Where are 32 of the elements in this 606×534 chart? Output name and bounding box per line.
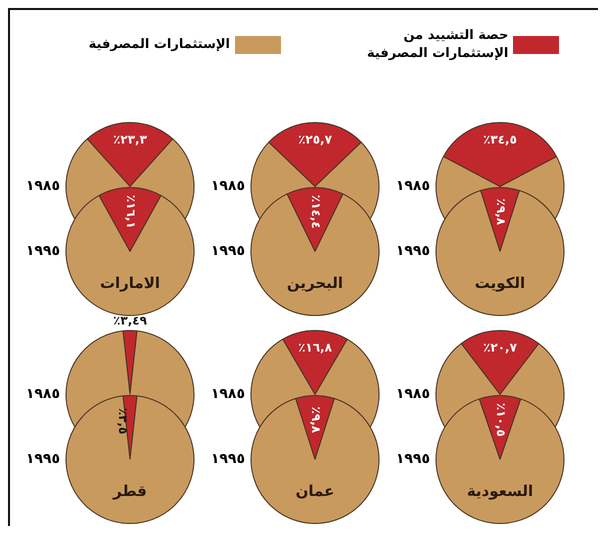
text: السعودية [466,482,534,500]
text: ١٩٨٥ [394,386,430,402]
legend-label: حصة التشييد من الإستثمارات المصرفية [366,27,508,63]
data-label: ٪٢٥,٧ [298,132,333,147]
data-label: ٪٣,٤٩ [113,314,148,328]
text: ١٩٩٥ [394,450,430,466]
text: قطر [112,482,148,500]
data-label: ٪١٦,٨ [298,340,333,355]
data-label: ٪١٤,٤ [308,194,323,229]
data-label: ٪٣٤,٥ [483,132,517,147]
data-label: ٪٢٠,٧ [483,340,518,355]
text: ١٩٨٥ [24,386,60,402]
text: عمان [294,482,336,500]
legend-label: الإستثمارات المصرفية [88,36,230,54]
data-label: ٪٢٣,٣ [113,132,148,147]
data-label: ٪١٠,٥ [494,402,508,437]
text: ١٩٩٥ [24,242,60,258]
data-label: ٪٣,٥ [116,408,130,434]
text: الامارات [98,274,162,292]
text: ١٩٨٥ [24,178,60,194]
text: ١٩٩٥ [24,450,60,466]
data-label: ٪١٦,١ [124,194,138,229]
text: البحرين [286,274,344,292]
text: ١٩٩٥ [394,242,430,258]
text: ١٩٩٥ [210,242,245,258]
data-label: ٪٩,٨ [308,406,323,434]
data-label: ٪٩,٨ [494,198,508,226]
text: ١٩٨٥ [210,386,245,402]
text: ١٩٨٥ [210,178,245,194]
text: ١٩٨٥ [394,178,430,194]
text: ١٩٩٥ [210,450,245,466]
text: الكويت [474,274,526,292]
